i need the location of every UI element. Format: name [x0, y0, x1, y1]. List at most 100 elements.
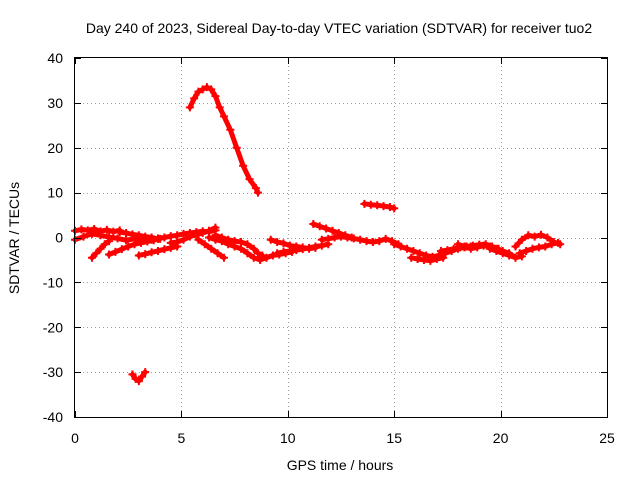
data-point: [105, 250, 114, 259]
data-point: [537, 230, 546, 239]
series-arc-16: [317, 232, 403, 249]
data-point: [349, 234, 358, 243]
data-point: [530, 232, 539, 241]
chart-title: Day 240 of 2023, Sidereal Day-to-day VTE…: [86, 20, 593, 36]
data-point: [432, 255, 441, 264]
data-point: [219, 112, 228, 121]
data-point: [207, 85, 216, 94]
data-point: [173, 237, 182, 246]
data-point: [88, 229, 97, 238]
data-point: [117, 245, 126, 254]
data-point: [192, 230, 201, 239]
series-arc-3: [88, 237, 114, 262]
plot-frame: [74, 57, 608, 418]
data-point: [211, 92, 220, 101]
data-point: [185, 232, 194, 241]
data-point: [466, 244, 475, 253]
data-point: [505, 251, 514, 260]
data-point: [232, 143, 241, 152]
data-point: [226, 125, 235, 134]
series-arc-22: [485, 244, 526, 262]
data-point: [385, 202, 394, 211]
y-tick-label: 20: [47, 140, 63, 156]
data-point: [236, 237, 245, 246]
data-point: [543, 233, 552, 242]
data-point: [160, 245, 169, 254]
series-arc-14: [273, 240, 333, 258]
data-point: [134, 251, 143, 260]
data-point: [213, 249, 222, 258]
data-point: [215, 103, 224, 112]
data-point: [249, 253, 258, 262]
data-point: [449, 244, 458, 253]
data-point: [415, 249, 424, 258]
series-arc-9: [185, 83, 263, 197]
data-point: [547, 240, 556, 249]
data-point: [273, 237, 282, 246]
x-tick-label: 10: [280, 430, 296, 446]
data-point: [396, 242, 405, 251]
data-point: [258, 251, 267, 260]
data-point: [443, 246, 452, 255]
data-point: [138, 372, 147, 381]
data-point: [273, 249, 282, 258]
data-point: [147, 235, 156, 244]
data-point: [245, 175, 254, 184]
data-point: [205, 233, 214, 242]
data-point: [128, 370, 137, 379]
data-point: [279, 239, 288, 248]
data-point: [511, 253, 520, 262]
data-point: [96, 244, 105, 253]
data-point: [202, 83, 211, 92]
series-arc-24: [515, 238, 563, 258]
data-point: [173, 231, 182, 240]
data-point: [356, 235, 365, 244]
x-tick-label: 5: [178, 430, 186, 446]
series-arc-17: [360, 199, 399, 213]
data-point: [122, 236, 131, 245]
data-point: [251, 184, 260, 193]
data-point: [136, 238, 145, 247]
data-point: [254, 188, 263, 197]
data-point: [111, 247, 120, 256]
data-point: [134, 231, 143, 240]
data-point: [236, 244, 245, 253]
data-point: [141, 368, 150, 377]
data-point: [88, 253, 97, 262]
data-point: [266, 235, 275, 244]
data-point: [541, 242, 550, 251]
data-point: [243, 249, 252, 258]
data-point: [402, 244, 411, 253]
series-arc-19: [407, 253, 448, 265]
data-point: [407, 253, 416, 262]
data-point: [249, 244, 258, 253]
data-point: [113, 234, 122, 243]
series-arc-10: [194, 235, 228, 262]
x-axis-label: GPS time / hours: [287, 457, 394, 473]
y-tick-label: 40: [47, 50, 63, 66]
data-point: [179, 235, 188, 244]
data-point: [426, 256, 435, 265]
data-point: [309, 220, 318, 229]
data-point: [298, 245, 307, 254]
data-point: [211, 223, 220, 232]
data-point: [522, 246, 531, 255]
data-point: [381, 234, 390, 243]
data-point: [185, 103, 194, 112]
data-point: [122, 229, 131, 238]
data-point: [147, 248, 156, 257]
data-point: [305, 243, 314, 252]
y-tick-label: 10: [47, 185, 63, 201]
data-point: [390, 240, 399, 249]
y-tick-label: -20: [43, 319, 63, 335]
series-arc-25: [128, 368, 150, 386]
data-point: [153, 246, 162, 255]
data-point: [554, 238, 563, 247]
data-point: [205, 226, 214, 235]
data-point: [324, 234, 333, 243]
data-point: [528, 244, 537, 253]
data-point: [102, 225, 111, 234]
x-tick-label: 0: [71, 430, 79, 446]
data-point: [211, 231, 220, 240]
